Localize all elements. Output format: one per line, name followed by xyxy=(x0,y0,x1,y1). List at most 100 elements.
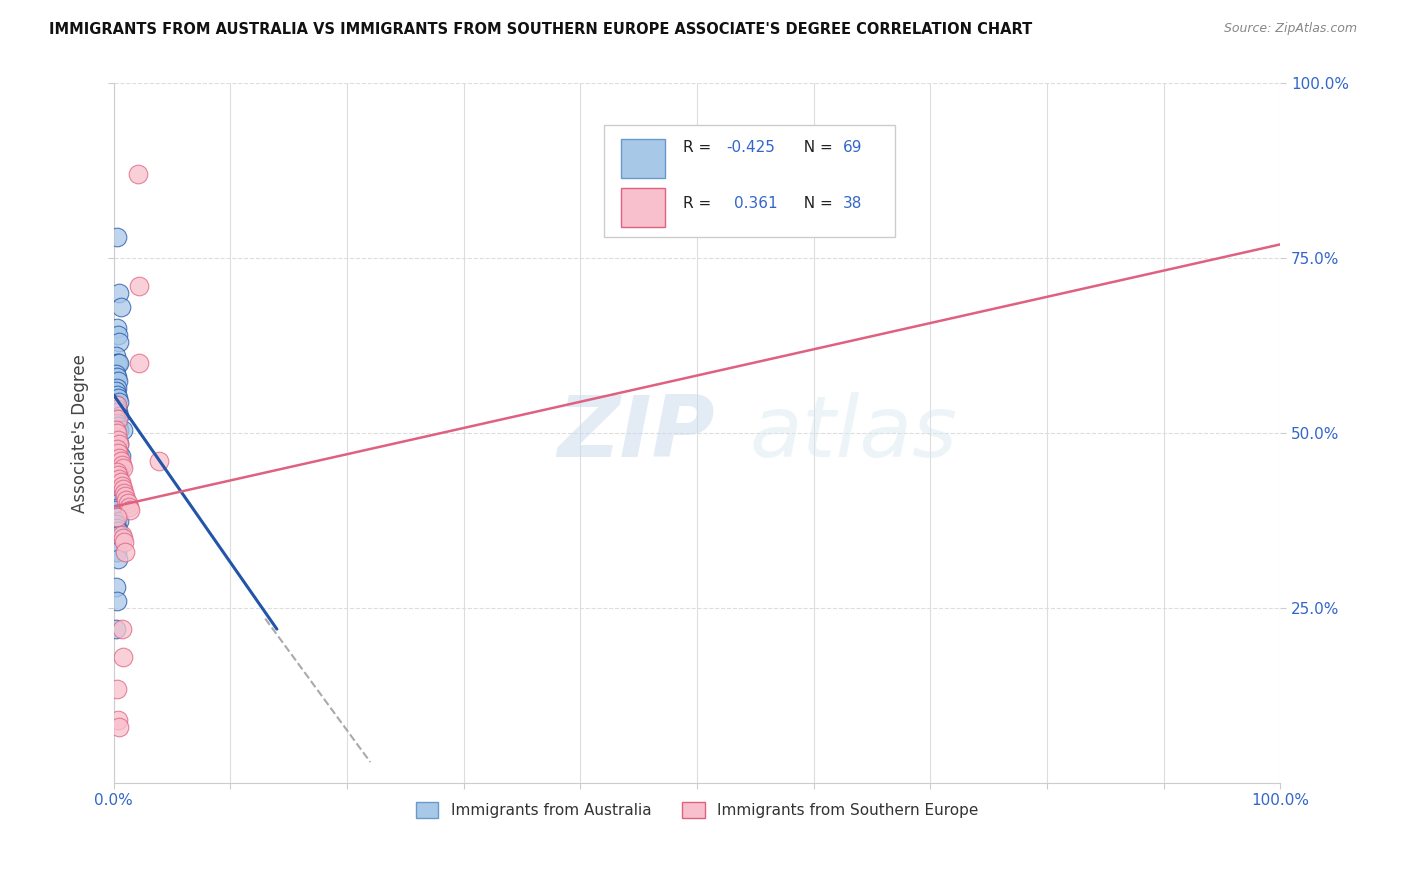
Point xyxy=(105,426,128,441)
Point xyxy=(108,436,131,450)
Point xyxy=(110,449,132,463)
Point xyxy=(111,458,134,472)
Point xyxy=(105,594,128,608)
Point xyxy=(107,434,129,448)
Point xyxy=(104,426,127,441)
Point xyxy=(104,349,127,363)
Point xyxy=(104,482,127,496)
Point xyxy=(108,335,131,350)
Point xyxy=(104,367,127,381)
Point xyxy=(105,388,128,402)
Point xyxy=(105,468,128,483)
Point xyxy=(104,423,127,437)
Bar xyxy=(621,139,665,178)
Point xyxy=(105,416,128,430)
Point xyxy=(105,321,128,335)
Point xyxy=(104,517,127,532)
Point xyxy=(108,720,131,734)
Point xyxy=(105,230,128,244)
Point xyxy=(111,531,134,545)
Point xyxy=(127,168,149,182)
FancyBboxPatch shape xyxy=(603,126,896,237)
Point xyxy=(104,580,127,594)
Point xyxy=(108,436,131,450)
Point xyxy=(107,461,129,475)
Point xyxy=(104,398,127,412)
Point xyxy=(111,423,134,437)
Point xyxy=(105,442,128,456)
Point xyxy=(104,538,127,552)
Point xyxy=(107,374,129,388)
Point xyxy=(108,394,131,409)
Point xyxy=(104,465,127,479)
Point xyxy=(107,412,129,426)
Point xyxy=(104,440,127,454)
Point xyxy=(107,419,129,434)
Point xyxy=(114,545,136,559)
Point xyxy=(108,356,131,370)
Point xyxy=(108,472,131,486)
Point xyxy=(104,622,127,636)
Point xyxy=(111,479,134,493)
Bar xyxy=(621,188,665,227)
Text: N =: N = xyxy=(794,140,838,155)
Point xyxy=(111,482,134,496)
Point xyxy=(118,503,141,517)
Point xyxy=(107,510,129,524)
Point xyxy=(105,483,128,498)
Point xyxy=(105,492,128,507)
Point xyxy=(105,545,128,559)
Point xyxy=(108,514,131,528)
Point xyxy=(107,443,129,458)
Text: N =: N = xyxy=(794,196,838,211)
Point xyxy=(105,681,128,696)
Point xyxy=(110,479,132,493)
Point xyxy=(107,454,129,468)
Point xyxy=(108,527,131,541)
Point xyxy=(107,472,129,486)
Point xyxy=(108,447,131,461)
Point xyxy=(128,279,150,293)
Point xyxy=(107,328,129,343)
Text: IMMIGRANTS FROM AUSTRALIA VS IMMIGRANTS FROM SOUTHERN EUROPE ASSOCIATE'S DEGREE : IMMIGRANTS FROM AUSTRALIA VS IMMIGRANTS … xyxy=(49,22,1032,37)
Point xyxy=(114,489,136,503)
Point xyxy=(105,452,128,467)
Y-axis label: Associate's Degree: Associate's Degree xyxy=(72,354,89,513)
Point xyxy=(105,510,128,524)
Point xyxy=(110,475,132,490)
Point xyxy=(111,527,134,541)
Point xyxy=(110,454,132,468)
Point xyxy=(108,286,131,301)
Point xyxy=(107,552,129,566)
Point xyxy=(105,381,128,395)
Point xyxy=(111,461,134,475)
Point xyxy=(111,650,134,665)
Text: atlas: atlas xyxy=(749,392,957,475)
Point xyxy=(108,475,131,490)
Point xyxy=(105,356,128,370)
Point xyxy=(112,485,135,500)
Point xyxy=(105,507,128,521)
Point xyxy=(118,500,141,514)
Point xyxy=(107,524,129,538)
Point xyxy=(128,356,150,370)
Text: Source: ZipAtlas.com: Source: ZipAtlas.com xyxy=(1223,22,1357,36)
Point xyxy=(105,465,128,479)
Text: -0.425: -0.425 xyxy=(725,140,775,155)
Point xyxy=(107,405,129,419)
Legend: Immigrants from Australia, Immigrants from Southern Europe: Immigrants from Australia, Immigrants fr… xyxy=(409,797,984,824)
Point xyxy=(104,384,127,399)
Point xyxy=(108,500,131,514)
Point xyxy=(115,492,138,507)
Point xyxy=(104,412,127,426)
Point xyxy=(105,442,128,456)
Point xyxy=(105,401,128,416)
Point xyxy=(108,409,131,423)
Point xyxy=(107,496,129,510)
Point xyxy=(105,370,128,384)
Point xyxy=(104,489,127,503)
Point xyxy=(107,446,129,460)
Text: 0.361: 0.361 xyxy=(734,196,778,211)
Text: ZIP: ZIP xyxy=(557,392,714,475)
Point xyxy=(104,458,127,472)
